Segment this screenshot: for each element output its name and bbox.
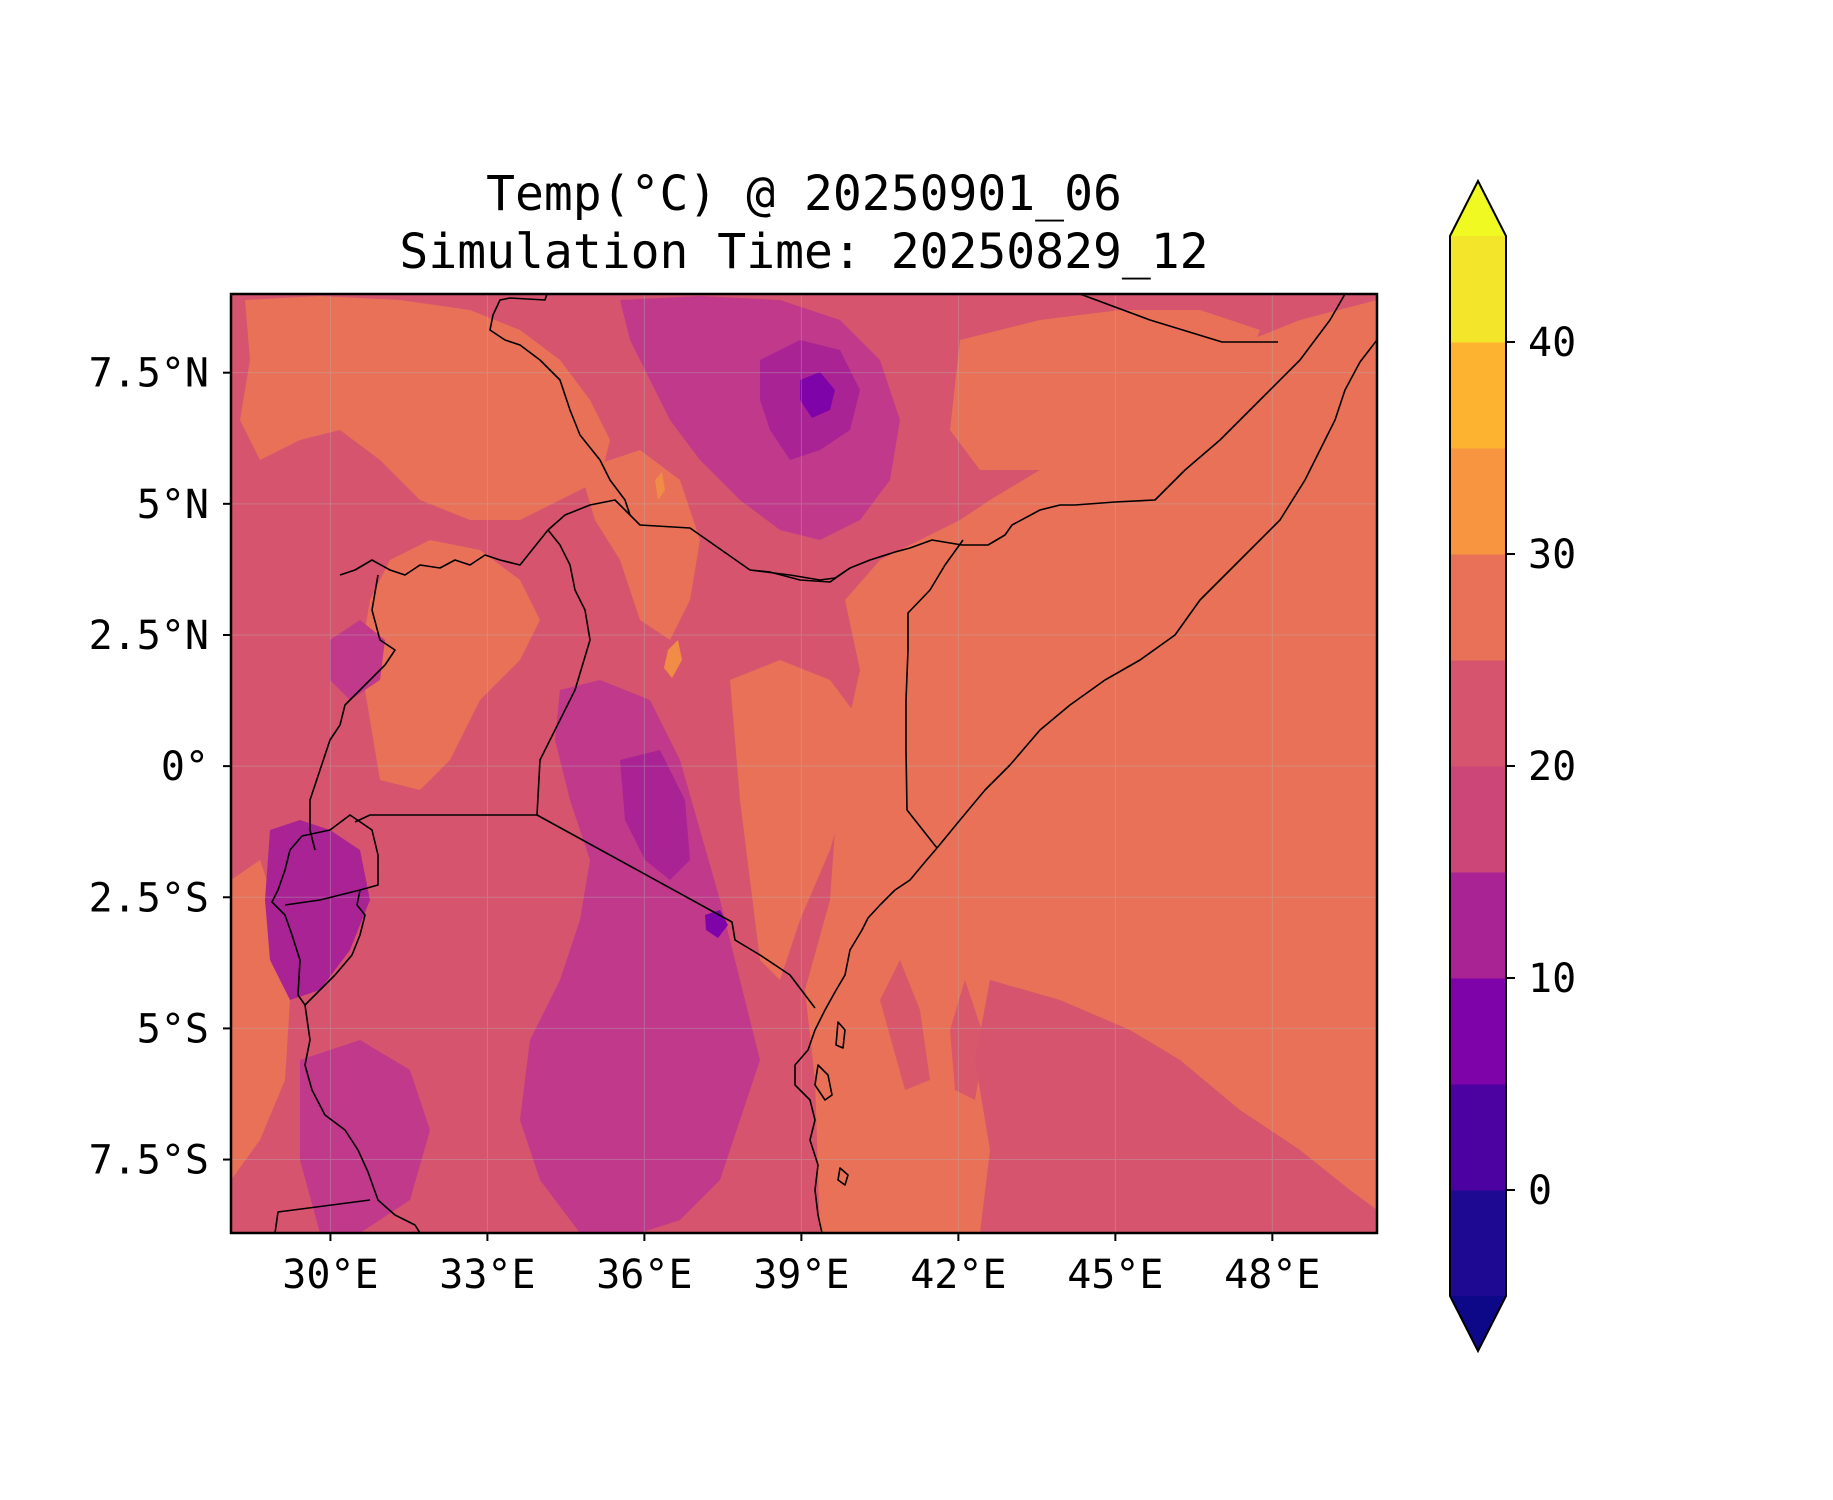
country-borders xyxy=(271,294,1377,1233)
colorbar: 0 10 20 30 40 xyxy=(1449,178,1576,1354)
border-uganda-drc xyxy=(309,574,396,851)
field-region-cool-streaks xyxy=(880,960,985,1100)
colorbar-extend-min xyxy=(1450,1296,1506,1351)
field-region-cool-se xyxy=(975,980,1377,1233)
border-drc-tanzania xyxy=(304,1004,421,1233)
gridlines xyxy=(231,294,1377,1233)
map-title: Temp(°C) @ 20250901_06 xyxy=(486,166,1122,222)
field-region-warm-central xyxy=(580,450,700,640)
colorbar-segment xyxy=(1450,872,1506,979)
map-panel[interactable] xyxy=(231,294,1377,1233)
coastline-east-africa xyxy=(794,847,938,1233)
border-kenya-ethiopia xyxy=(749,504,1075,583)
field-region-cool-lake-victoria-w xyxy=(330,620,385,700)
y-axis: 7.5°N 5°N 2.5°N 0° 2.5°S 5°S 7.5°S xyxy=(89,351,231,1184)
y-tick-label: 7.5°S xyxy=(89,1138,209,1184)
colorbar-segment xyxy=(1450,342,1506,449)
colorbar-segment xyxy=(1450,236,1506,343)
border-ethiopia-somalia xyxy=(1074,294,1346,506)
field-region-hot-spot-1 xyxy=(664,640,682,678)
colorbar-tick-label: 20 xyxy=(1528,744,1576,790)
coastline-somalia xyxy=(936,339,1377,849)
y-tick-label: 5°S xyxy=(137,1006,209,1052)
border-ssudan-kenya xyxy=(547,499,851,581)
colorbar-tick-label: 40 xyxy=(1528,320,1576,366)
field-region-cool-tanzania-west xyxy=(300,1040,430,1233)
colorbar-extend-max xyxy=(1450,181,1506,236)
border-uganda-ssudan xyxy=(339,529,549,576)
colorbar-segment xyxy=(1450,554,1506,661)
colorbar-tick-label: 10 xyxy=(1528,956,1576,1002)
field-region-cool-rift xyxy=(520,680,760,1233)
colorbar-outline xyxy=(1449,178,1507,1354)
island-pemba xyxy=(835,1021,846,1049)
y-tick-label: 2.5°N xyxy=(89,613,209,659)
x-tick-label: 33°E xyxy=(439,1252,535,1298)
border-rwanda-inner xyxy=(284,889,361,906)
x-tick-label: 42°E xyxy=(910,1252,1006,1298)
field-region-warm-east xyxy=(805,300,1377,1233)
island-zanzibar xyxy=(814,1064,833,1101)
field-region-coldest-ethiopia xyxy=(800,372,835,418)
border-somaliland xyxy=(1079,294,1278,343)
y-tick-label: 0° xyxy=(161,744,209,790)
border-kenya-somalia xyxy=(905,539,964,849)
x-tick-label: 48°E xyxy=(1224,1252,1320,1298)
field-region-warm-somalia-north xyxy=(950,310,1260,470)
colorbar-segment xyxy=(1450,448,1506,555)
x-tick-label: 45°E xyxy=(1067,1252,1163,1298)
colorbar-segment xyxy=(1450,766,1506,873)
map-frame xyxy=(229,292,1379,1235)
field-region-colder-rift xyxy=(620,750,690,880)
x-tick-label: 39°E xyxy=(753,1252,849,1298)
map-subtitle: Simulation Time: 20250829_12 xyxy=(399,224,1208,280)
colorbar-tick-label: 0 xyxy=(1528,1168,1552,1214)
y-tick-label: 7.5°N xyxy=(89,351,209,397)
x-axis: 30°E 33°E 36°E 39°E 42°E 45°E 48°E xyxy=(282,1233,1321,1298)
field-region-warm-nw xyxy=(240,296,610,520)
y-tick-label: 5°N xyxy=(137,482,209,528)
border-tanzania-uganda xyxy=(354,814,537,823)
border-kenya-tanzania xyxy=(536,814,816,1009)
colorbar-segment xyxy=(1450,978,1506,1085)
x-tick-label: 30°E xyxy=(282,1252,378,1298)
colorbar-segment xyxy=(1450,1190,1506,1297)
colorbar-segment xyxy=(1450,660,1506,767)
y-tick-label: 2.5°S xyxy=(89,875,209,921)
field-region-cool-western-rift xyxy=(265,820,370,1000)
colorbar-segment xyxy=(1450,1084,1506,1191)
field-region-hot-spot-2 xyxy=(655,472,665,500)
border-ssudan-ethiopia xyxy=(489,294,631,516)
island-mafia xyxy=(837,1167,849,1186)
field-region-warm-east-kenya xyxy=(730,660,860,980)
x-tick-label: 36°E xyxy=(596,1252,692,1298)
border-kenya-uganda xyxy=(536,529,591,816)
colorbar-tick-label: 30 xyxy=(1528,532,1576,578)
border-zambia xyxy=(274,1199,371,1233)
field-region-warm-uganda xyxy=(360,540,540,790)
